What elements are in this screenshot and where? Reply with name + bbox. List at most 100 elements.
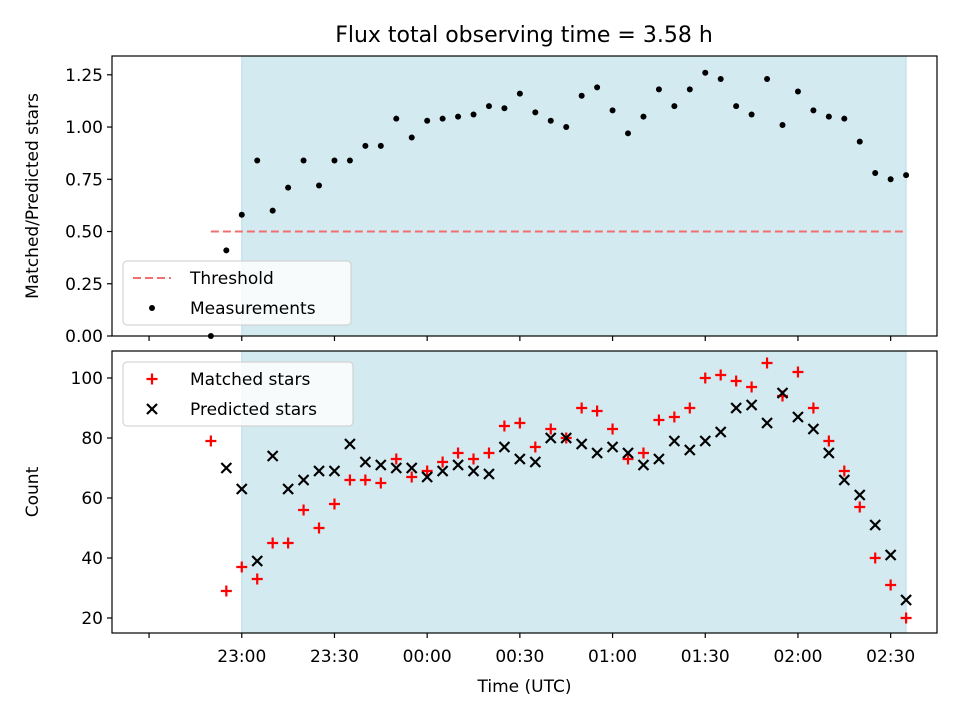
measurement-point: [269, 207, 276, 214]
matched-star-point: [406, 471, 418, 483]
x-tick-label: 01:00: [588, 647, 637, 667]
matched-star-point: [885, 579, 897, 591]
matched-star-point: [344, 474, 356, 486]
predicted-star-point: [853, 489, 866, 501]
measurement-point: [655, 86, 662, 93]
x-tick-label: 01:30: [681, 647, 730, 667]
measurement-point: [362, 142, 369, 149]
bottom-panel: 20 40 60 80 100 23:00 23:30 00:00 00:30 01:00 01:3…: [23, 350, 938, 697]
matched-star-point: [328, 498, 340, 510]
predicted-star-point: [900, 594, 912, 606]
matched-star-point: [313, 522, 325, 534]
predicted-star-point: [436, 465, 449, 477]
x-tick-label: 02:00: [773, 647, 822, 667]
y-tick-label: 1.00: [65, 118, 103, 138]
measurement-point: [316, 182, 323, 189]
matched-star-point: [545, 423, 557, 435]
predicted-star-point: [591, 447, 603, 459]
matched-star-point: [668, 411, 680, 423]
measurement-point: [547, 117, 554, 124]
measurement-point: [393, 115, 400, 122]
matched-star-point: [607, 423, 619, 435]
y-tick-label: 40: [81, 549, 103, 569]
predicted-star-point: [514, 453, 526, 465]
measurement-point: [825, 113, 832, 120]
matched-star-point: [267, 537, 279, 549]
measurement-point: [748, 111, 755, 118]
y-tick-label: 1.25: [65, 66, 103, 86]
measurement-point: [501, 105, 508, 112]
predicted-star-point: [714, 426, 727, 438]
predicted-star-point: [235, 483, 248, 495]
measurement-point: [238, 211, 245, 218]
measurement-point: [810, 107, 817, 114]
matched-star-point: [746, 381, 758, 393]
matched-star-point: [699, 372, 711, 384]
measurement-point: [439, 115, 446, 122]
x-tick-label: 02:30: [866, 647, 915, 667]
measurement-point: [779, 121, 786, 128]
matched-star-point: [437, 456, 449, 468]
x-tick-label: 23:00: [217, 647, 266, 667]
measurement-point: [331, 157, 338, 164]
predicted-star-point: [405, 462, 418, 474]
matched-star-point: [637, 447, 649, 459]
legend-matched-swatch: [146, 373, 158, 385]
matched-star-point: [838, 465, 850, 477]
predicted-star-point: [745, 399, 758, 411]
predicted-star-point: [668, 435, 681, 447]
matched-star-point: [715, 369, 727, 381]
matched-star-point: [452, 447, 464, 459]
predicted-star-point: [498, 441, 511, 453]
matched-star-point: [823, 435, 835, 447]
measurement-point: [594, 84, 601, 91]
measurement-point: [686, 86, 693, 93]
matched-star-point: [282, 537, 294, 549]
measurement-point: [794, 88, 801, 95]
matched-star-point: [205, 435, 217, 447]
measurement-point: [887, 176, 894, 183]
measurement-point: [377, 142, 384, 149]
predicted-star-point: [622, 447, 634, 459]
predicted-star-point: [313, 465, 325, 477]
legend-label: Predicted stars: [190, 400, 317, 420]
top-panel: 0.00 0.25 0.50 0.75 1.00 1.25 Matched/Predicte…: [23, 55, 938, 347]
predicted-star-point: [375, 459, 387, 471]
predicted-star-point: [359, 456, 372, 468]
matched-star-point: [421, 465, 433, 477]
x-tick-label: 00:30: [495, 647, 544, 667]
matched-star-point: [483, 447, 495, 459]
predicted-star-point: [452, 459, 464, 471]
matched-star-point: [807, 402, 819, 414]
legend-box: [122, 260, 352, 326]
y-axis-label: Count: [23, 466, 43, 517]
predicted-star-point: [344, 438, 356, 450]
matched-star-point: [298, 504, 310, 516]
y-tick-label: 60: [81, 489, 103, 509]
predicted-star-point: [421, 471, 433, 483]
measurement-point: [671, 103, 678, 110]
measurement-point: [841, 115, 848, 122]
predicted-star-point: [483, 468, 495, 480]
measurement-point: [856, 138, 863, 145]
measurement-point: [424, 117, 431, 124]
y-tick-label: 20: [81, 609, 103, 629]
predicted-star-point: [529, 456, 542, 468]
x-axis-label: Time (UTC): [477, 677, 572, 697]
measurement-point: [563, 124, 570, 131]
matched-star-point: [514, 417, 526, 429]
measurement-point: [717, 75, 724, 82]
measurement-point: [285, 184, 292, 191]
y-tick-label: 0.00: [65, 327, 103, 347]
matched-star-point: [576, 402, 588, 414]
measurement-point: [455, 113, 462, 120]
matched-star-point: [761, 357, 773, 369]
axes-frame: [111, 55, 938, 337]
matched-star-point: [498, 420, 510, 432]
observing-window-shade: [241, 55, 907, 337]
matched-star-point: [900, 612, 912, 624]
measurement-point: [640, 113, 647, 120]
predicted-star-point: [807, 423, 820, 435]
predicted-star-point: [884, 549, 897, 561]
